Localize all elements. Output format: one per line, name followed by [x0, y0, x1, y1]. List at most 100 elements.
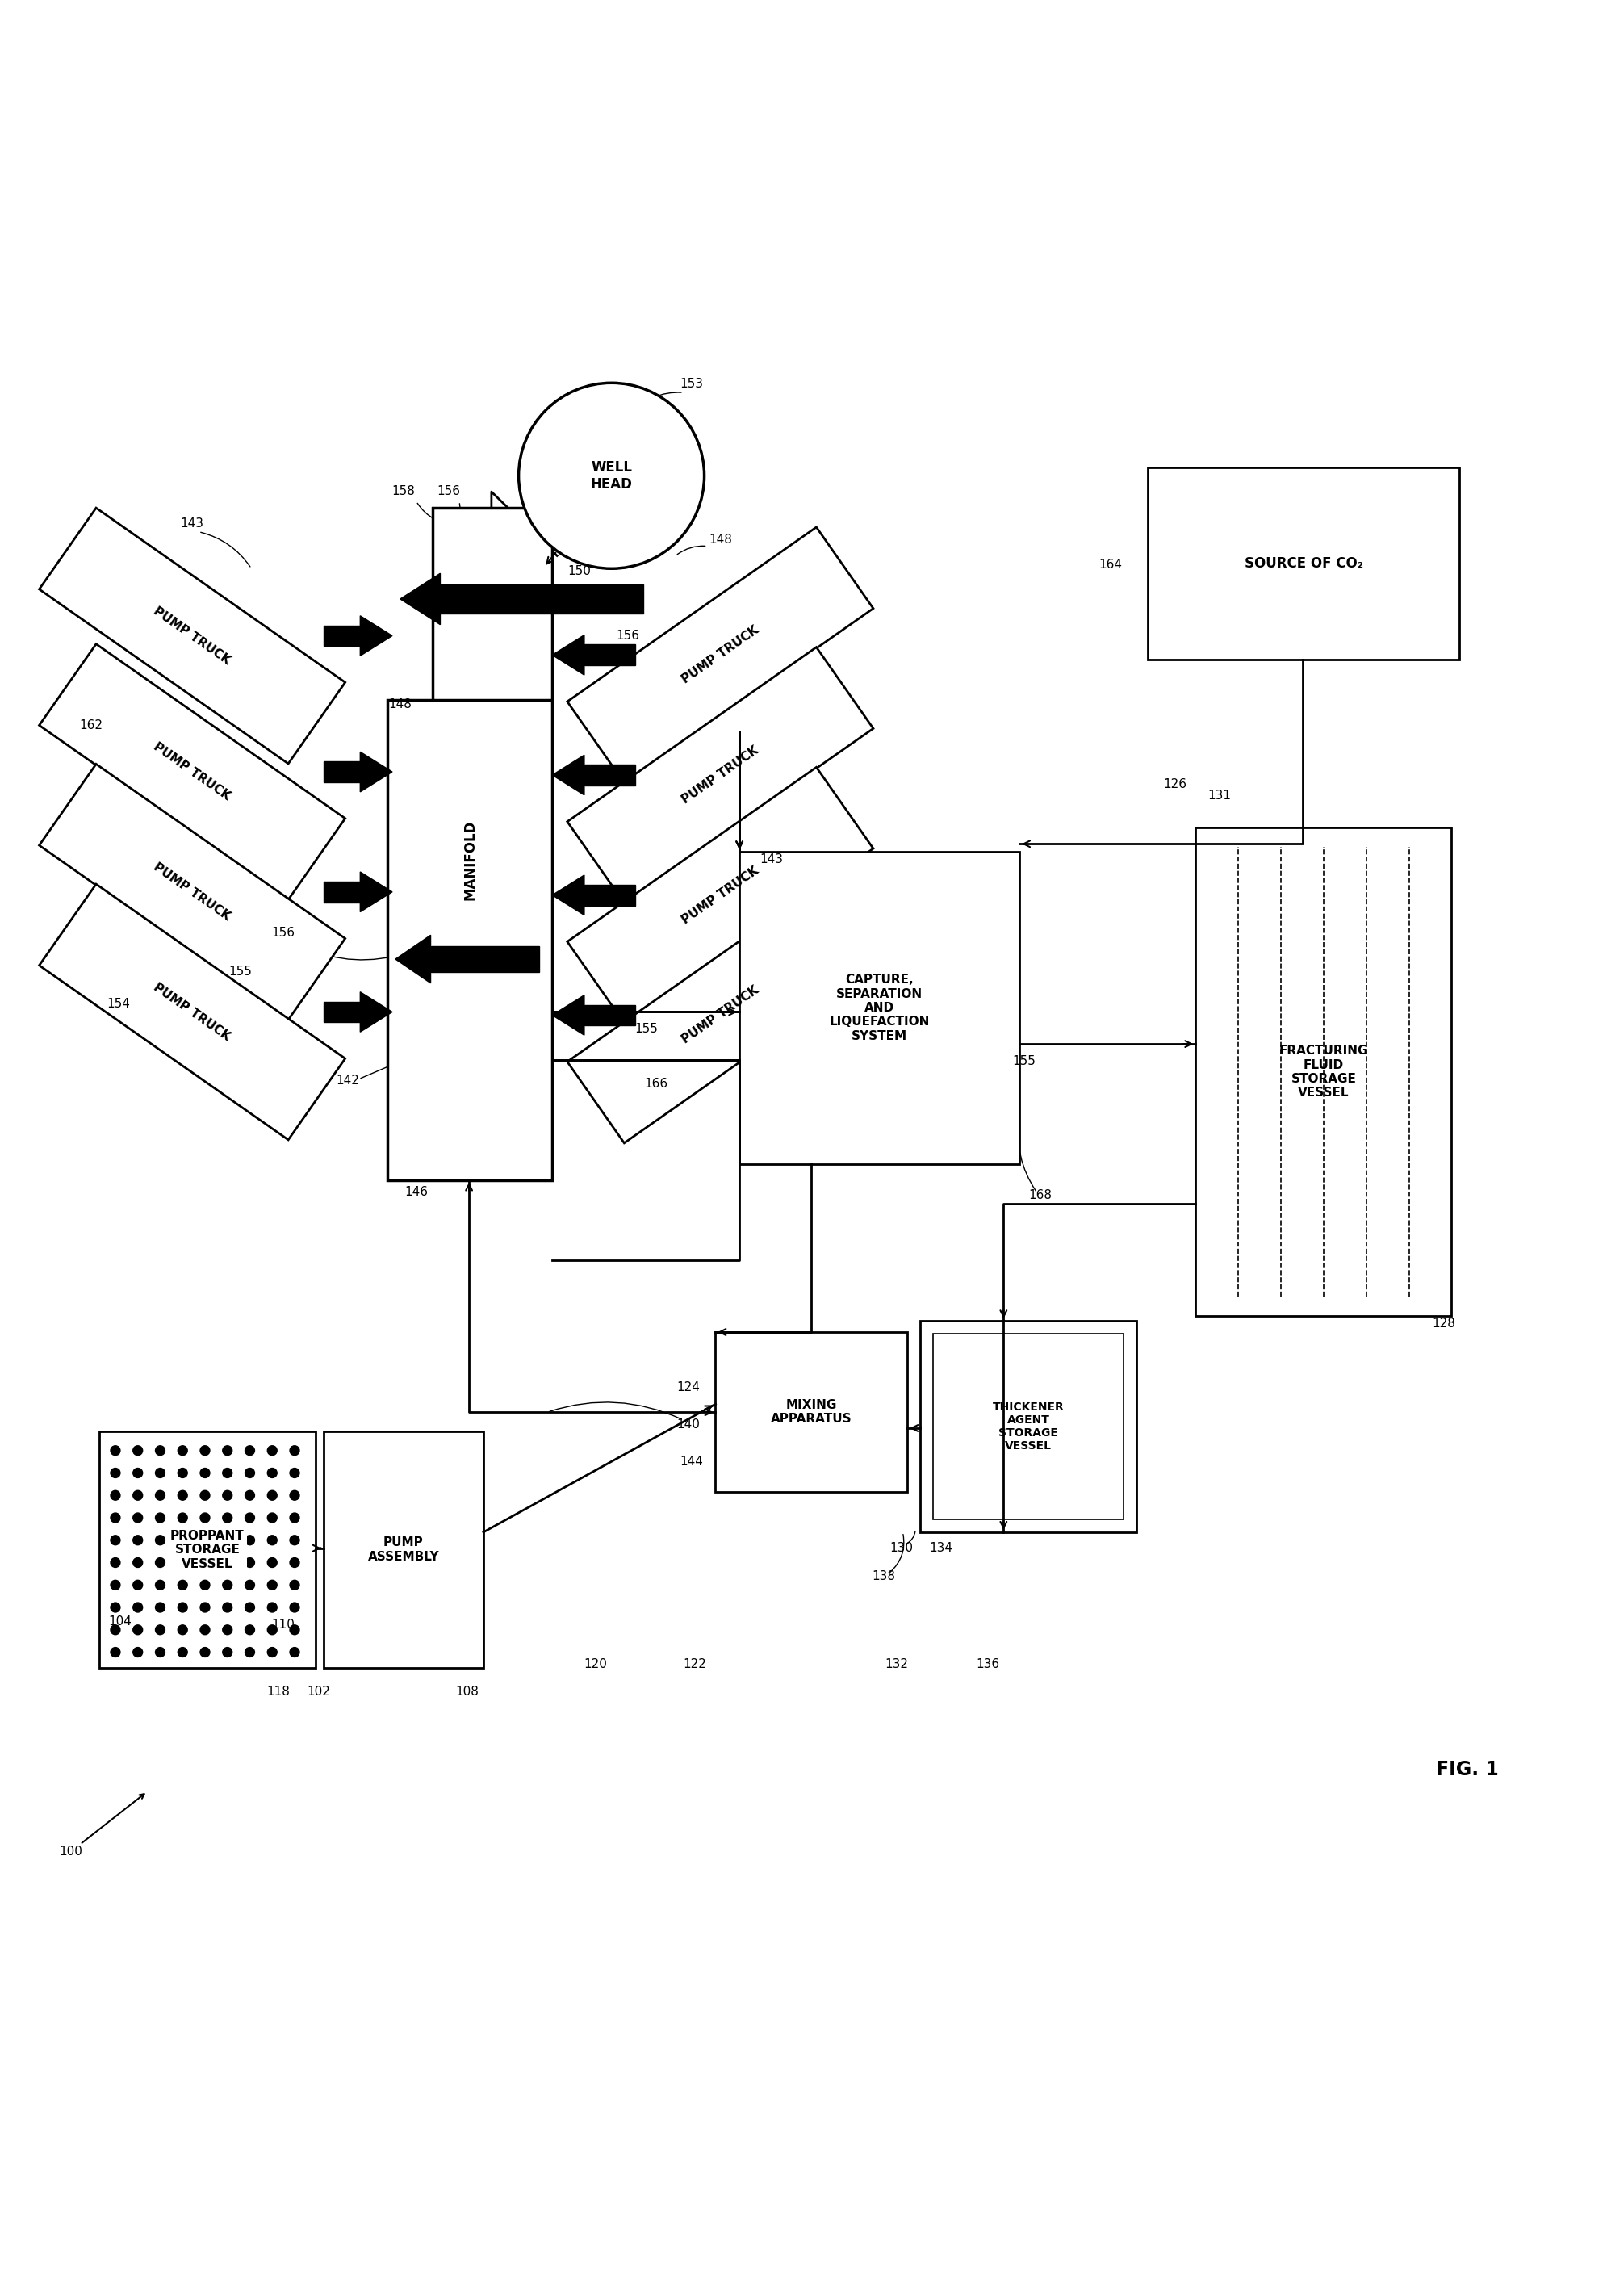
Text: PUMP TRUCK: PUMP TRUCK [151, 742, 233, 804]
Text: 138: 138 [873, 1570, 895, 1582]
Text: 126: 126 [1163, 778, 1186, 790]
Polygon shape [567, 528, 873, 783]
Polygon shape [39, 507, 346, 765]
Circle shape [178, 1513, 188, 1522]
Text: 136: 136 [975, 1658, 1000, 1671]
Polygon shape [553, 994, 585, 1035]
Circle shape [201, 1536, 211, 1545]
Text: PROPPANT
STORAGE
VESSEL: PROPPANT STORAGE VESSEL [170, 1529, 244, 1570]
Circle shape [201, 1490, 211, 1499]
Text: 143: 143 [760, 854, 783, 866]
Circle shape [178, 1467, 188, 1479]
Text: 140: 140 [677, 1419, 701, 1430]
Bar [585, 765, 635, 785]
Circle shape [111, 1557, 121, 1568]
Text: 128: 128 [1432, 1318, 1456, 1329]
Polygon shape [553, 636, 585, 675]
Circle shape [178, 1603, 188, 1612]
Circle shape [156, 1513, 166, 1522]
Text: FRACTURING
FLUID
STORAGE
VESSEL: FRACTURING FLUID STORAGE VESSEL [1279, 1045, 1368, 1100]
Circle shape [133, 1626, 143, 1635]
Circle shape [519, 383, 704, 569]
Circle shape [156, 1580, 166, 1589]
Circle shape [289, 1467, 299, 1479]
Circle shape [178, 1557, 188, 1568]
Circle shape [111, 1580, 121, 1589]
Text: 143: 143 [180, 517, 204, 530]
Circle shape [244, 1649, 254, 1658]
Text: 164: 164 [1099, 558, 1122, 572]
Text: PUMP TRUCK: PUMP TRUCK [151, 604, 233, 666]
Text: 130: 130 [889, 1541, 913, 1554]
Circle shape [244, 1536, 254, 1545]
Circle shape [133, 1603, 143, 1612]
Bar [432, 507, 553, 732]
Circle shape [133, 1580, 143, 1589]
Circle shape [223, 1580, 231, 1589]
Text: WELL
HEAD: WELL HEAD [590, 459, 633, 491]
Circle shape [267, 1446, 276, 1456]
Polygon shape [39, 884, 346, 1139]
Text: 108: 108 [456, 1685, 479, 1697]
Bar [715, 1332, 908, 1492]
Circle shape [156, 1490, 166, 1499]
Bar [1196, 829, 1451, 1316]
Bar [387, 700, 553, 1180]
Text: PUMP TRUCK: PUMP TRUCK [151, 861, 233, 923]
Circle shape [289, 1557, 299, 1568]
Text: THICKENER
AGENT
STORAGE
VESSEL: THICKENER AGENT STORAGE VESSEL [993, 1401, 1064, 1451]
Circle shape [244, 1580, 254, 1589]
Text: 110: 110 [272, 1619, 296, 1630]
Polygon shape [39, 765, 346, 1019]
Text: 156: 156 [615, 629, 640, 641]
Circle shape [201, 1603, 211, 1612]
Text: MANIFOLD: MANIFOLD [463, 820, 477, 900]
Polygon shape [567, 647, 873, 902]
Bar [440, 585, 643, 613]
Bar [739, 852, 1019, 1164]
Polygon shape [400, 574, 440, 625]
Text: 142: 142 [336, 1075, 358, 1086]
Circle shape [133, 1490, 143, 1499]
Text: 132: 132 [884, 1658, 908, 1671]
Text: CAPTURE,
SEPARATION
AND
LIQUEFACTION
SYSTEM: CAPTURE, SEPARATION AND LIQUEFACTION SYS… [829, 974, 930, 1042]
Text: 156: 156 [272, 928, 296, 939]
Circle shape [244, 1603, 254, 1612]
Circle shape [111, 1446, 121, 1456]
Polygon shape [567, 767, 873, 1024]
Text: 155: 155 [1012, 1056, 1037, 1068]
Circle shape [156, 1467, 166, 1479]
Circle shape [289, 1513, 299, 1522]
Circle shape [201, 1467, 211, 1479]
Bar [323, 882, 360, 902]
Circle shape [156, 1536, 166, 1545]
Circle shape [133, 1513, 143, 1522]
Circle shape [244, 1467, 254, 1479]
Bar [934, 1334, 1123, 1520]
Text: PUMP
ASSEMBLY: PUMP ASSEMBLY [368, 1536, 439, 1564]
Text: PUMP TRUCK: PUMP TRUCK [680, 625, 762, 687]
Circle shape [156, 1626, 166, 1635]
Bar [323, 1430, 484, 1669]
Bar [1147, 468, 1459, 659]
Text: 152: 152 [591, 597, 615, 608]
Circle shape [267, 1649, 276, 1658]
Circle shape [201, 1626, 211, 1635]
Circle shape [133, 1467, 143, 1479]
Circle shape [267, 1536, 276, 1545]
Circle shape [289, 1649, 299, 1658]
Circle shape [267, 1626, 276, 1635]
Circle shape [133, 1649, 143, 1658]
Circle shape [156, 1649, 166, 1658]
Bar [921, 1320, 1136, 1531]
Text: PUMP TRUCK: PUMP TRUCK [151, 980, 233, 1042]
Circle shape [178, 1490, 188, 1499]
Circle shape [267, 1513, 276, 1522]
Polygon shape [360, 992, 392, 1031]
Text: 146: 146 [405, 1187, 427, 1199]
Text: MIXING
APPARATUS: MIXING APPARATUS [771, 1398, 852, 1426]
Circle shape [201, 1580, 211, 1589]
Circle shape [267, 1557, 276, 1568]
Circle shape [111, 1649, 121, 1658]
Circle shape [133, 1557, 143, 1568]
